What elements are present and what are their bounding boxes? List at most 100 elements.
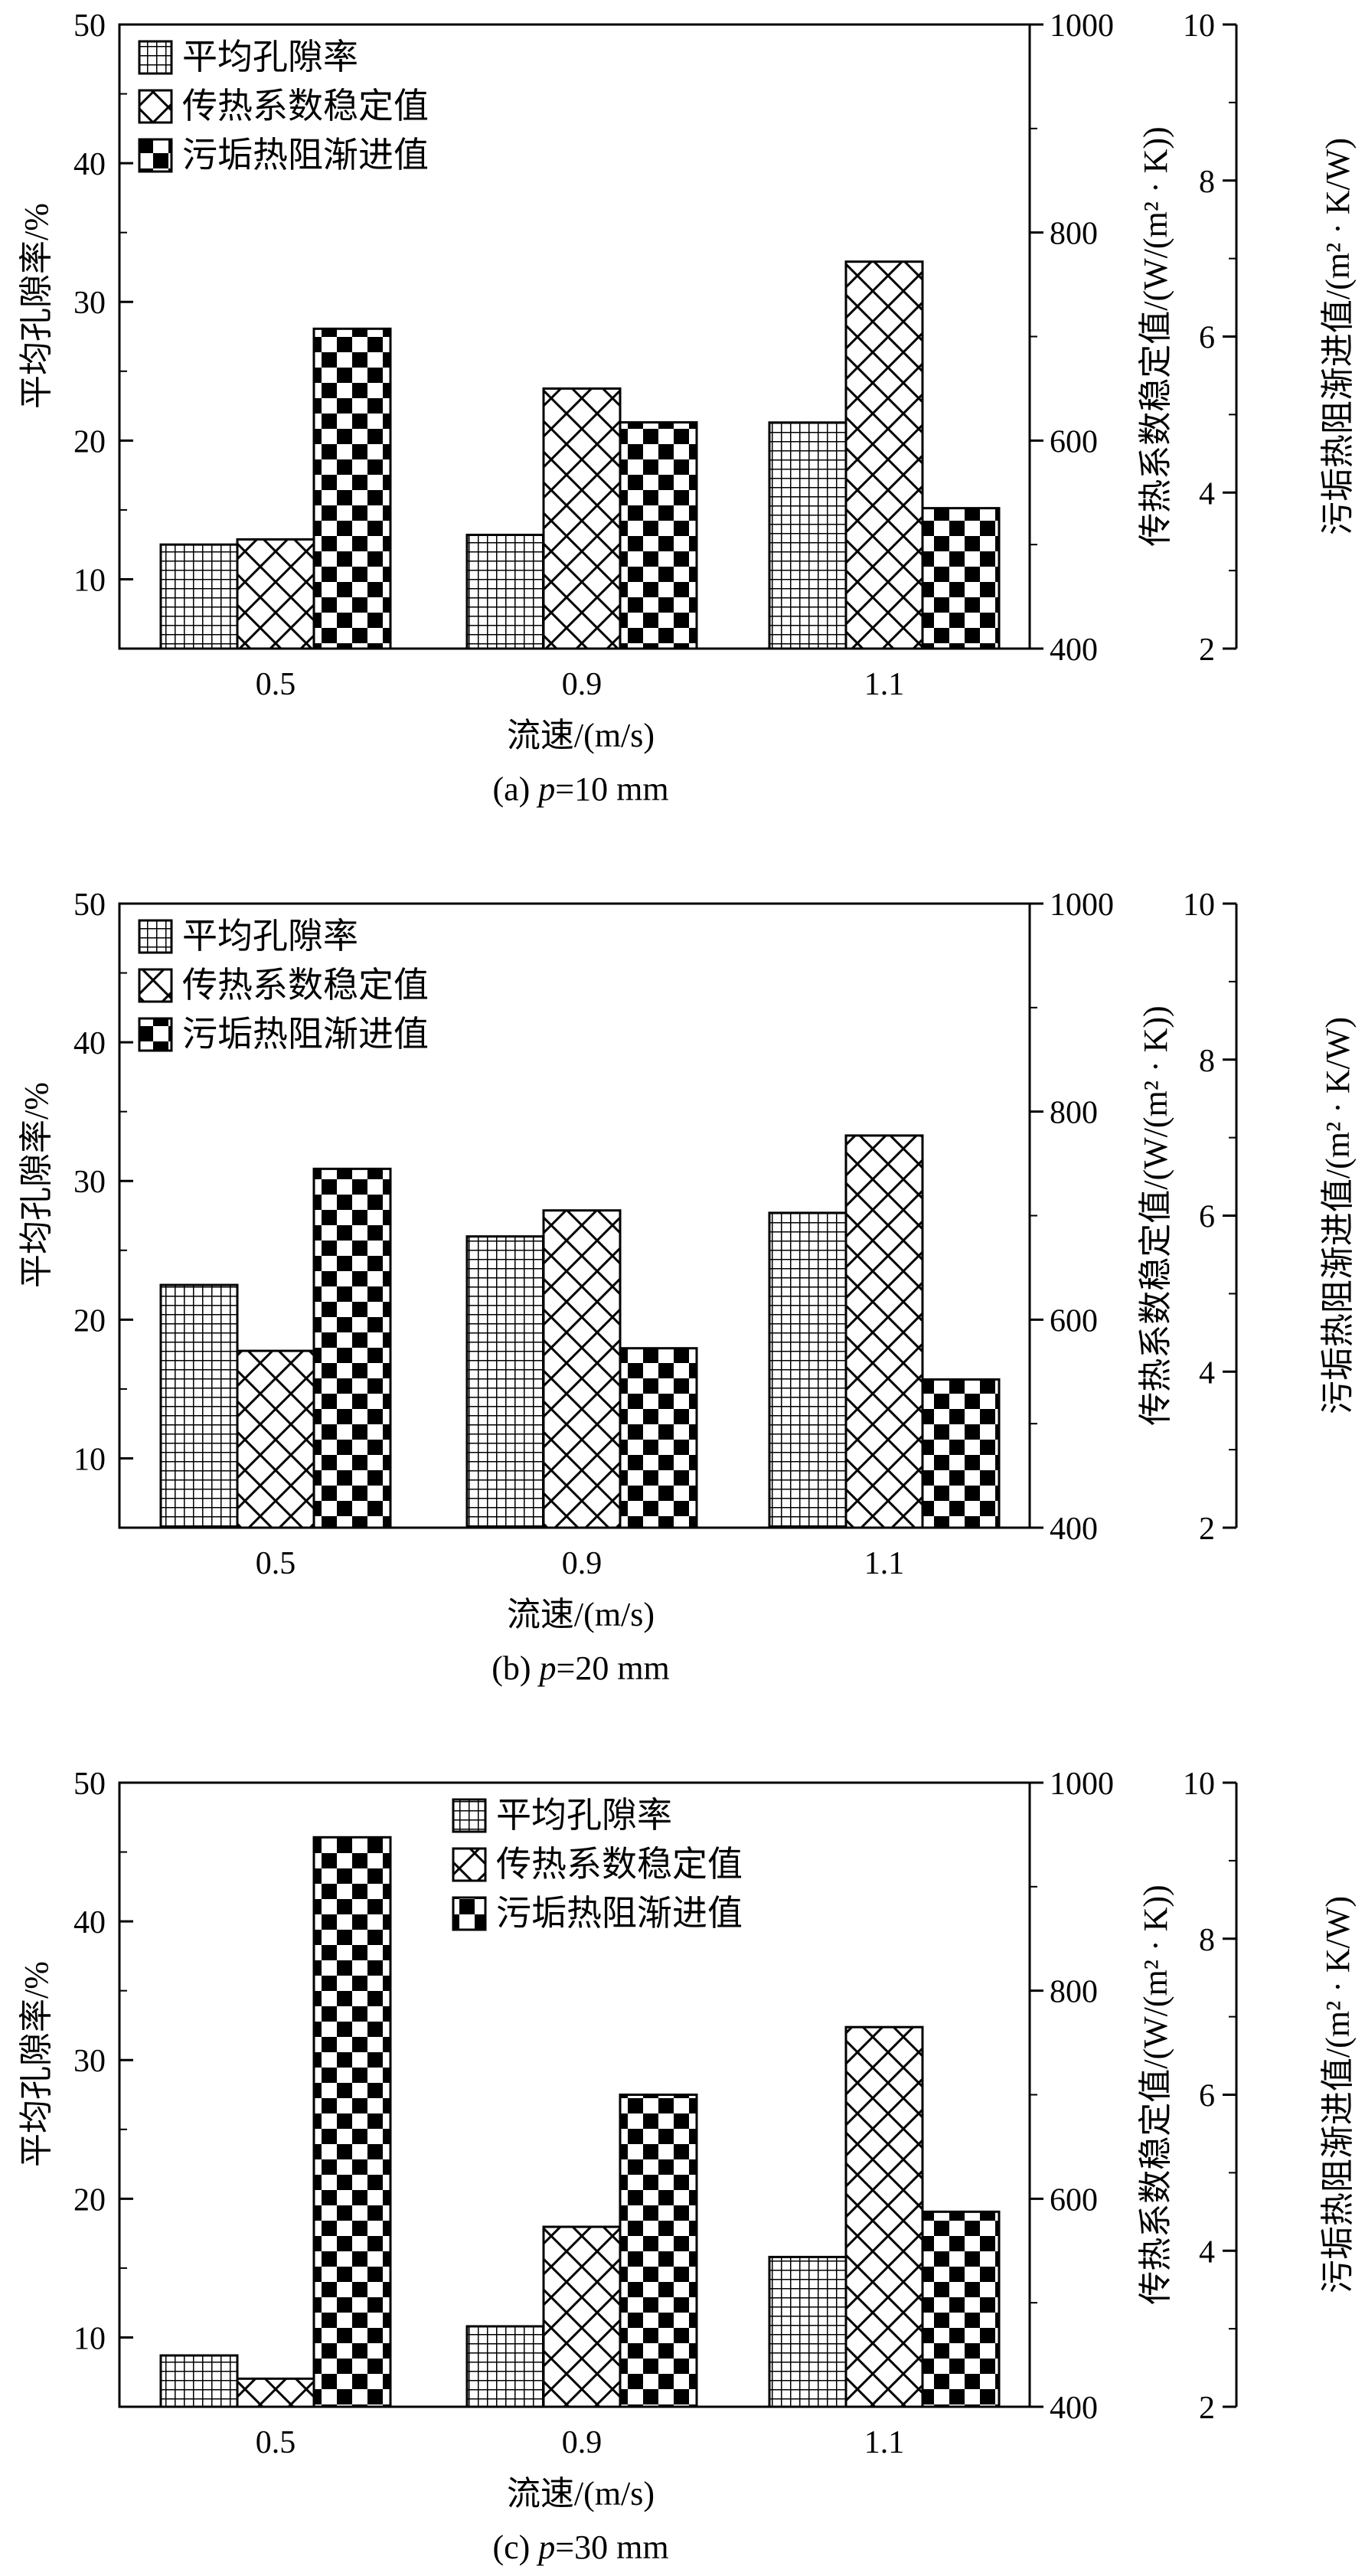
legend-label: 平均孔隙率 — [496, 1796, 672, 1835]
left-tick-label: 20 — [73, 1303, 106, 1339]
caption-suffix: =30 mm — [555, 2529, 668, 2566]
bar-mid-0.5 — [236, 1349, 315, 1529]
x-tick-label: 0.5 — [256, 1546, 296, 1581]
legend-label: 平均孔隙率 — [182, 917, 358, 956]
right-tick-label: 6 — [1199, 1200, 1215, 1235]
bar-mid-0.5 — [236, 2377, 315, 2408]
legend-label: 传热系数稳定值 — [496, 1845, 743, 1884]
bar-mid-0.9 — [542, 1209, 622, 1529]
right-tick-label: 2 — [1199, 2391, 1215, 2426]
bar-right-1.1 — [921, 2210, 1001, 2408]
bar-right-0.5 — [312, 1836, 392, 2408]
chart-panel-3: 10 20 30 40 50 400 600 800 1000 2 4 6 8 10 0.5 0.9 1.1 流速… — [18, 1767, 1357, 2566]
legend-swatch — [452, 1798, 487, 1833]
mid-axis-title: 传热系数稳定值/(W/(m² · K)) — [1137, 1005, 1174, 1425]
mid-tick-label: 400 — [1050, 2391, 1098, 2426]
bar-mid-0.5 — [236, 538, 315, 650]
charts-group: 10 20 30 40 50 400 600 800 1000 2 4 6 8 10 0.5 0.9 1.1 流速… — [18, 8, 1357, 2566]
bar-left-0.9 — [465, 1235, 545, 1529]
bar-right-0.5 — [312, 327, 392, 650]
caption-suffix: =20 mm — [557, 1649, 670, 1687]
mid-tick-label: 1000 — [1050, 888, 1114, 923]
legend-label: 污垢热阻渐进值 — [182, 1015, 429, 1054]
x-tick-label: 0.5 — [256, 667, 296, 702]
x-tick-label: 0.9 — [562, 1546, 602, 1581]
bar-right-1.1 — [921, 1378, 1001, 1529]
left-tick-label: 40 — [73, 1026, 106, 1061]
right-tick-label: 4 — [1199, 2234, 1215, 2270]
bar-mid-1.1 — [844, 2025, 924, 2408]
right-axis-title: 污垢热阻渐进值/(m² · K/W) — [1319, 1896, 1357, 2293]
bar-right-0.5 — [312, 1167, 392, 1529]
left-axis-title: 平均孔隙率/% — [18, 1961, 55, 2167]
bar-left-0.5 — [159, 1283, 239, 1529]
legend-swatch — [138, 89, 173, 124]
bar-mid-1.1 — [844, 260, 924, 650]
x-tick-label: 0.9 — [562, 2425, 602, 2460]
left-tick-label: 40 — [73, 147, 106, 182]
mid-tick-label: 800 — [1050, 217, 1098, 252]
right-tick-label: 10 — [1183, 1767, 1215, 1802]
mid-tick-label: 400 — [1050, 1512, 1098, 1547]
caption-var: p — [537, 1649, 557, 1687]
left-tick-label: 10 — [73, 563, 106, 598]
left-tick-label: 40 — [73, 1905, 106, 1940]
caption-prefix: (c) — [492, 2529, 538, 2566]
legend-swatch — [138, 138, 173, 173]
left-axis-title: 平均孔隙率/% — [18, 203, 55, 409]
right-tick-label: 8 — [1199, 1044, 1215, 1079]
bar-left-0.9 — [465, 2325, 545, 2408]
mid-axis-title: 传热系数稳定值/(W/(m² · K)) — [1137, 126, 1174, 546]
right-tick-label: 2 — [1199, 1512, 1215, 1547]
left-tick-label: 50 — [73, 8, 106, 44]
legend-label: 污垢热阻渐进值 — [496, 1894, 743, 1933]
legend-swatch — [138, 919, 173, 954]
bar-left-1.1 — [768, 421, 847, 650]
legend-label: 平均孔隙率 — [182, 38, 358, 77]
x-axis-title: 流速/(m/s) — [507, 2475, 655, 2512]
left-tick-label: 30 — [73, 1165, 106, 1200]
chart-caption: (b) p=20 mm — [491, 1649, 670, 1687]
bar-right-0.9 — [619, 2094, 698, 2408]
x-tick-label: 1.1 — [864, 2425, 905, 2460]
bar-left-0.9 — [465, 533, 545, 650]
mid-tick-label: 400 — [1050, 633, 1098, 668]
bar-mid-1.1 — [844, 1134, 924, 1529]
left-axis-title: 平均孔隙率/% — [18, 1082, 55, 1288]
left-tick-label: 20 — [73, 424, 106, 459]
left-tick-label: 30 — [73, 286, 106, 321]
chart-panel-1: 10 20 30 40 50 400 600 800 1000 2 4 6 8 10 0.5 0.9 1.1 流速… — [18, 8, 1357, 808]
chart-panel-2: 10 20 30 40 50 400 600 800 1000 2 4 6 8 10 0.5 0.9 1.1 流速… — [18, 888, 1357, 1687]
x-tick-label: 1.1 — [864, 1546, 905, 1581]
left-tick-label: 50 — [73, 1767, 106, 1802]
bar-left-1.1 — [768, 2255, 847, 2408]
bar-right-0.9 — [619, 1347, 698, 1529]
legend-swatch — [138, 40, 173, 75]
legend-label: 传热系数稳定值 — [182, 87, 429, 126]
left-tick-label: 20 — [73, 2182, 106, 2218]
legend-label: 污垢热阻渐进值 — [182, 136, 429, 175]
legend-swatch — [138, 1017, 173, 1052]
left-tick-label: 10 — [73, 2321, 106, 2356]
legend-swatch — [452, 1847, 487, 1882]
bar-left-0.5 — [159, 2354, 239, 2408]
right-tick-label: 2 — [1199, 633, 1215, 668]
mid-tick-label: 600 — [1050, 1303, 1098, 1339]
mid-tick-label: 1000 — [1050, 1767, 1114, 1802]
legend-swatch — [138, 968, 173, 1003]
right-tick-label: 10 — [1183, 888, 1215, 923]
caption-prefix: (a) — [492, 770, 538, 808]
right-tick-label: 4 — [1199, 476, 1215, 512]
bar-mid-0.9 — [542, 387, 622, 650]
caption-prefix: (b) — [491, 1649, 539, 1687]
bar-left-1.1 — [768, 1211, 847, 1529]
bar-right-1.1 — [921, 507, 1001, 650]
right-tick-label: 4 — [1199, 1355, 1215, 1391]
bar-mid-0.9 — [542, 2225, 622, 2408]
x-axis-title: 流速/(m/s) — [507, 1596, 655, 1633]
x-tick-label: 1.1 — [864, 667, 905, 702]
mid-tick-label: 800 — [1050, 1096, 1098, 1131]
bar-right-0.9 — [619, 421, 698, 650]
x-tick-label: 0.9 — [562, 667, 602, 702]
